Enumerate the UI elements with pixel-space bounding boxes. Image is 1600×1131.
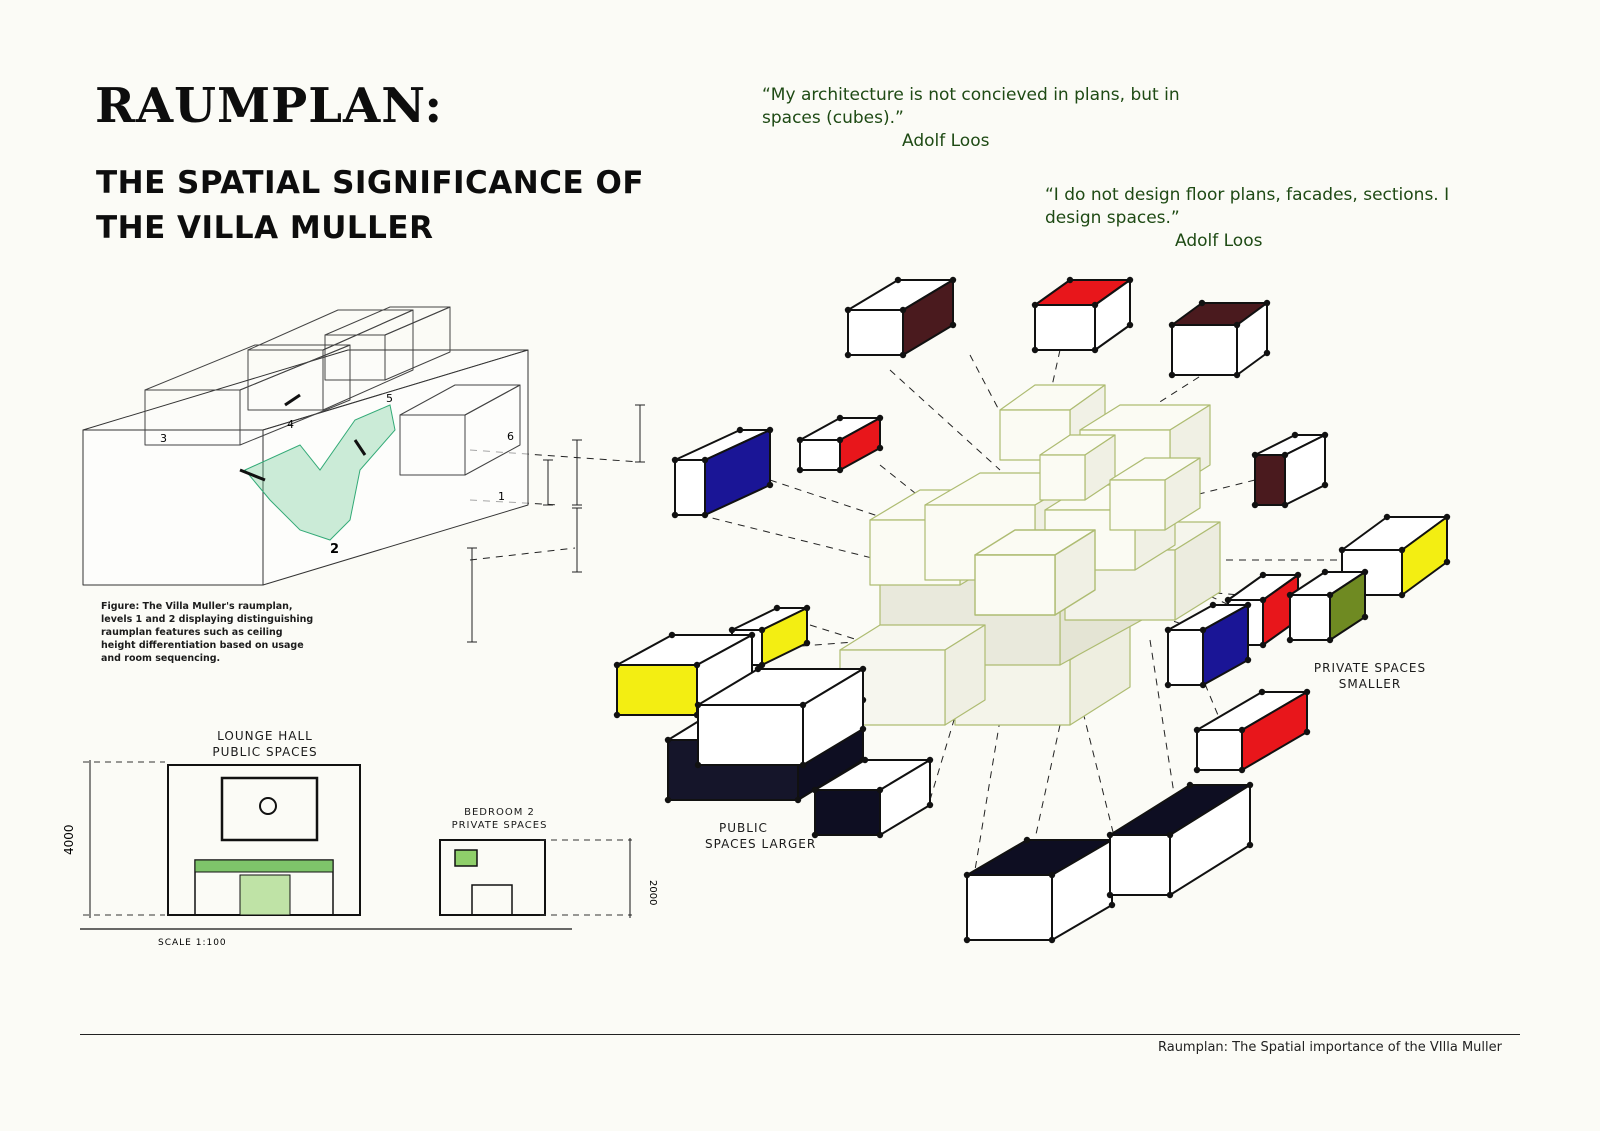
box-blue-cluster — [1164, 601, 1252, 689]
private-annotation-line1: PRIVATE SPACES — [1313, 661, 1427, 675]
box-yellow-large — [613, 631, 756, 719]
dim-marker-3 — [543, 459, 553, 506]
box-red-lower-right — [1193, 688, 1311, 774]
dim-marker-4 — [572, 507, 582, 573]
quote-2-line2: design spaces.” — [1045, 208, 1180, 228]
core-front-block — [974, 529, 1096, 616]
footer-caption: Raumplan: The Spatial importance of the … — [1157, 1040, 1502, 1055]
box-blue-left — [671, 426, 774, 519]
leader-line-14 — [929, 699, 961, 801]
height-dimension-markers — [467, 404, 645, 643]
box-black-bottom-left — [963, 836, 1116, 944]
quote-1-author: Adolf Loos — [902, 131, 990, 151]
axo-number-6: 6 — [507, 430, 514, 443]
lounge-lamp — [259, 797, 277, 815]
dim-lounge-height: 4000 — [62, 824, 76, 855]
page-subtitle-line2: THE VILLA MULLER — [96, 210, 434, 246]
box-maroon-top — [1168, 299, 1271, 379]
bedroom-label-line1: BEDROOM 2 — [464, 807, 535, 818]
box-olive-cluster — [1286, 568, 1369, 644]
leader-line-8 — [699, 514, 881, 561]
axo-green-stair — [244, 404, 396, 541]
axo-right-wing — [399, 384, 521, 476]
leader-line-23 — [469, 547, 576, 561]
dim-marker-2 — [572, 439, 582, 506]
lounge-hearth — [239, 874, 291, 916]
public-spaces-annotation: PUBLIC SPACES LARGER — [705, 820, 845, 852]
lounge-label: LOUNGE HALL PUBLIC SPACES — [190, 728, 340, 760]
box-yellow-right — [1338, 513, 1451, 599]
box-maroon-notch — [844, 276, 957, 359]
private-annotation-line2: SMALLER — [1338, 677, 1402, 691]
axo-back-center — [247, 309, 414, 411]
footer-rule — [80, 1034, 1520, 1035]
scale-label: SCALE 1:100 — [158, 938, 227, 948]
lounge-label-line1: LOUNGE HALL — [217, 729, 313, 743]
figure-caption: Figure: The Villa Muller's raumplan, lev… — [101, 601, 314, 664]
dim-marker-5 — [467, 547, 477, 643]
leader-line-3 — [1039, 349, 1061, 441]
quote-1-line2: spaces (cubes).” — [762, 108, 904, 128]
quote-2: “I do not design floor plans, facades, s… — [1045, 184, 1449, 253]
box-black-lower — [811, 756, 934, 839]
quote-2-author: Adolf Loos — [1175, 231, 1263, 251]
box-red-small-left — [796, 414, 884, 474]
bedroom-label-line2: PRIVATE SPACES — [451, 820, 548, 831]
axo-back-left — [144, 344, 351, 446]
core-mid-tower — [1039, 434, 1116, 501]
axo-main-volume — [82, 349, 529, 586]
axo-number-3: 3 — [160, 432, 167, 445]
box-white-large — [694, 665, 867, 769]
axo-arrow-3 — [284, 393, 301, 407]
axo-arrow-2 — [353, 439, 367, 456]
leader-line-16 — [974, 719, 1001, 871]
page-subtitle-line1: THE SPATIAL SIGNIFICANCE OF — [96, 165, 644, 201]
dim-marker-1 — [635, 404, 645, 463]
leader-line-5 — [769, 479, 891, 521]
core-left-low — [839, 624, 986, 726]
public-annotation-line1: PUBLIC — [719, 821, 768, 835]
public-annotation-line2: SPACES LARGER — [705, 837, 817, 851]
bedroom-label: BEDROOM 2 PRIVATE SPACES — [442, 806, 557, 832]
lounge-fireplace-mantel — [194, 859, 334, 873]
axo-number-1: 1 — [498, 490, 505, 503]
axo-tower — [324, 306, 451, 381]
exploded-room-boxes — [613, 276, 1451, 944]
lounge-label-line2: PUBLIC SPACES — [212, 745, 318, 759]
axo-arrow-1 — [239, 468, 266, 482]
quote-1: “My architecture is not concieved in pla… — [762, 84, 1180, 153]
leader-line-18 — [1149, 639, 1176, 801]
box-red-top — [1031, 276, 1134, 354]
axo-number-5: 5 — [386, 392, 393, 405]
lounge-mirror-frame — [220, 776, 319, 842]
private-spaces-annotation: PRIVATE SPACES SMALLER — [1300, 660, 1440, 692]
bedroom-picture — [454, 849, 478, 867]
quote-2-line1: “I do not design floor plans, facades, s… — [1045, 185, 1450, 205]
page-title: RAUMPLAN: — [95, 78, 444, 134]
axo-number-4: 4 — [287, 418, 294, 431]
leader-line-2 — [969, 354, 1021, 451]
leader-line-17 — [1079, 699, 1116, 841]
quote-1-line1: “My architecture is not concieved in pla… — [762, 85, 1180, 105]
box-black-bottom-right — [1106, 781, 1254, 899]
central-raumplan-cluster — [839, 384, 1221, 726]
leader-line-19 — [1194, 659, 1221, 721]
core-mid-right — [1109, 457, 1201, 531]
section-drawings — [80, 760, 632, 930]
villa-axonometric — [82, 306, 529, 586]
dim-bedroom-height: 2000 — [647, 880, 658, 905]
bedroom-bed — [471, 884, 513, 916]
box-maroon-right — [1251, 431, 1329, 509]
axo-number-2: 2 — [330, 542, 339, 557]
leader-line-1 — [889, 369, 1001, 471]
